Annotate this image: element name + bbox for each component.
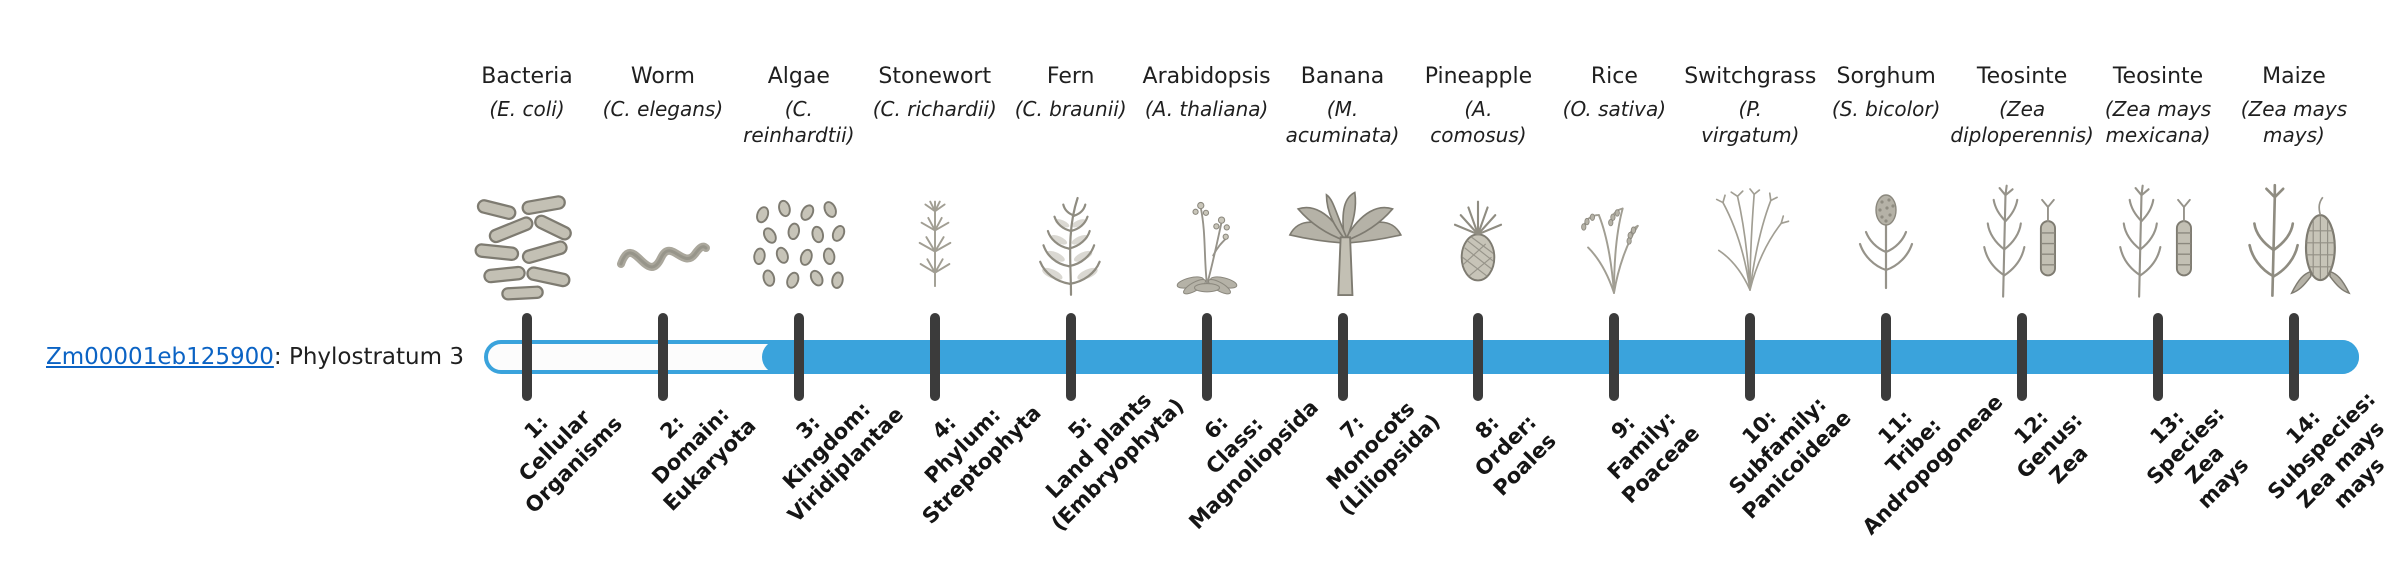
tick-mark [793, 313, 804, 401]
organism-species: (C. reinhardtii) [743, 97, 855, 147]
organism-name: Banana [1300, 64, 1385, 89]
bacteria-illustration [447, 170, 607, 302]
phylo-bar-fill [761, 340, 2359, 374]
organism-name: Teosinte [2112, 64, 2204, 89]
organism-name: Sorghum [1836, 64, 1936, 89]
organism-species: (C. richardii) [872, 97, 997, 121]
algae-icon [753, 199, 845, 289]
stratum-label: 6: Class: Magnoliopsida [1183, 395, 1323, 534]
tick-mark [2017, 313, 2028, 401]
tick-mark [1745, 313, 1756, 401]
organism-species: (P. virgatum) [1701, 97, 1800, 147]
tick-mark [2288, 313, 2299, 401]
organism-species: (S. bicolor) [1831, 97, 1941, 121]
gene-label: Zm00001eb125900: Phylostratum 3 [46, 344, 464, 370]
teosinte-illustration [1942, 170, 2102, 302]
algae-illustration [719, 170, 879, 302]
tick-mark [1881, 313, 1892, 401]
stratum-label: 3: Kingdom: Viridiplantae [778, 397, 908, 528]
banana-illustration [1263, 170, 1423, 302]
rice-illustration [1534, 170, 1694, 302]
organism-name: Arabidopsis [1142, 64, 1271, 89]
stratum-label: 12: Genus: Zea [2009, 405, 2093, 489]
organism-species: (A. thaliana) [1144, 97, 1269, 121]
organism-species: (E. coli) [489, 97, 565, 121]
bacteria-icon [474, 195, 572, 301]
organism-species: (C. braunii) [1014, 97, 1127, 121]
stratum-label: 10: Subfamily: Panicoideae [1724, 392, 1856, 524]
maize-illustration [2214, 170, 2374, 302]
switchgrass-illustration [1670, 170, 1830, 302]
organism-name: Teosinte [1976, 64, 2068, 89]
fern-illustration [991, 170, 1151, 302]
teosinte-illustration [2078, 170, 2238, 302]
maize-icon [2248, 183, 2351, 297]
arabidopsis-icon [1176, 201, 1237, 295]
organism-name: Pineapple [1424, 64, 1533, 89]
fern-icon [1038, 196, 1101, 296]
sorghum-icon [1859, 194, 1914, 290]
tick-mark [657, 313, 668, 401]
stratum-label: 9: Family: Poaceae [1603, 407, 1705, 509]
tick-mark [1473, 313, 1484, 401]
organism-name: Switchgrass [1684, 64, 1817, 89]
stonewort-icon [918, 200, 952, 288]
organism-name: Bacteria [481, 64, 573, 89]
stratum-label: 13: Species: Zea mays [2142, 402, 2254, 514]
pineapple-illustration [1398, 170, 1558, 302]
teosinte-icon [2119, 184, 2193, 298]
rice-icon [1581, 207, 1640, 294]
organism-name: Stonewort [878, 64, 992, 89]
tick-mark [1201, 313, 1212, 401]
teosinte-icon [1983, 184, 2057, 298]
stonewort-illustration [855, 170, 1015, 302]
tick-mark [1609, 313, 1620, 401]
stratum-label: 1: Cellular Organisms [514, 405, 627, 518]
switchgrass-icon [1716, 188, 1790, 291]
stratum-label: 7: Monocots (Liliopsida) [1321, 397, 1445, 520]
stratum-label: 2: Domain: Eukaryota [647, 402, 761, 516]
stratum-label: 5: Land plants (Embryophyta) [1041, 388, 1189, 536]
organism-name: Worm [630, 64, 695, 89]
tick-mark [1337, 313, 1348, 401]
organism-name: Fern [1046, 64, 1095, 89]
worm-icon [616, 242, 710, 271]
organism-species: (Zea mays mays) [2240, 97, 2348, 147]
sorghum-illustration [1806, 170, 1966, 302]
tick-mark [522, 313, 532, 401]
stratum-label: 8: Order: Poales [1470, 410, 1562, 501]
organism-name: Maize [2262, 64, 2326, 89]
organism-species: (A. comosus) [1430, 97, 1527, 147]
tick-mark [2153, 313, 2164, 401]
organism-name: Algae [767, 64, 830, 89]
arabidopsis-illustration [1127, 170, 1287, 302]
stratum-label: 11: Tribe: Andropogoneae [1857, 389, 2008, 540]
tick-mark [929, 313, 940, 401]
banana-icon [1288, 191, 1402, 297]
organism-species: (M. acuminata) [1285, 97, 1400, 147]
phylostratum-text: : Phylostratum 3 [273, 344, 464, 370]
organism-species: (C. elegans) [602, 97, 724, 121]
organism-species: (Zea mays mexicana) [2104, 97, 2212, 147]
stratum-label: 4: Phylum: Streptophyta [917, 400, 1046, 529]
organism-species: (O. sativa) [1562, 97, 1667, 121]
tick-mark [1065, 313, 1076, 401]
organism-name: Rice [1590, 64, 1638, 89]
worm-illustration [583, 170, 743, 302]
gene-link[interactable]: Zm00001eb125900 [46, 344, 274, 370]
pineapple-icon [1454, 200, 1503, 282]
stratum-label: 14: Subspecies: Zea mays mays [2263, 387, 2390, 514]
organism-species: (Zea diploperennis) [1950, 97, 2094, 147]
